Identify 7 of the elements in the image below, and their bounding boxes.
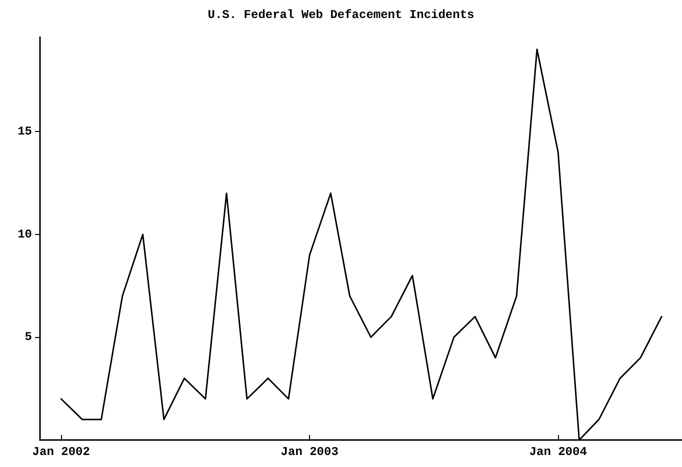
x-tick-label: Jan 2002 — [32, 445, 90, 459]
x-tick-label: Jan 2003 — [280, 445, 338, 459]
chart-title: U.S. Federal Web Defacement Incidents — [208, 8, 474, 22]
x-tick-label: Jan 2004 — [529, 445, 587, 459]
y-tick-label: 5 — [24, 330, 32, 344]
y-tick-label: 10 — [18, 227, 32, 242]
y-tick-label: 15 — [18, 124, 32, 139]
